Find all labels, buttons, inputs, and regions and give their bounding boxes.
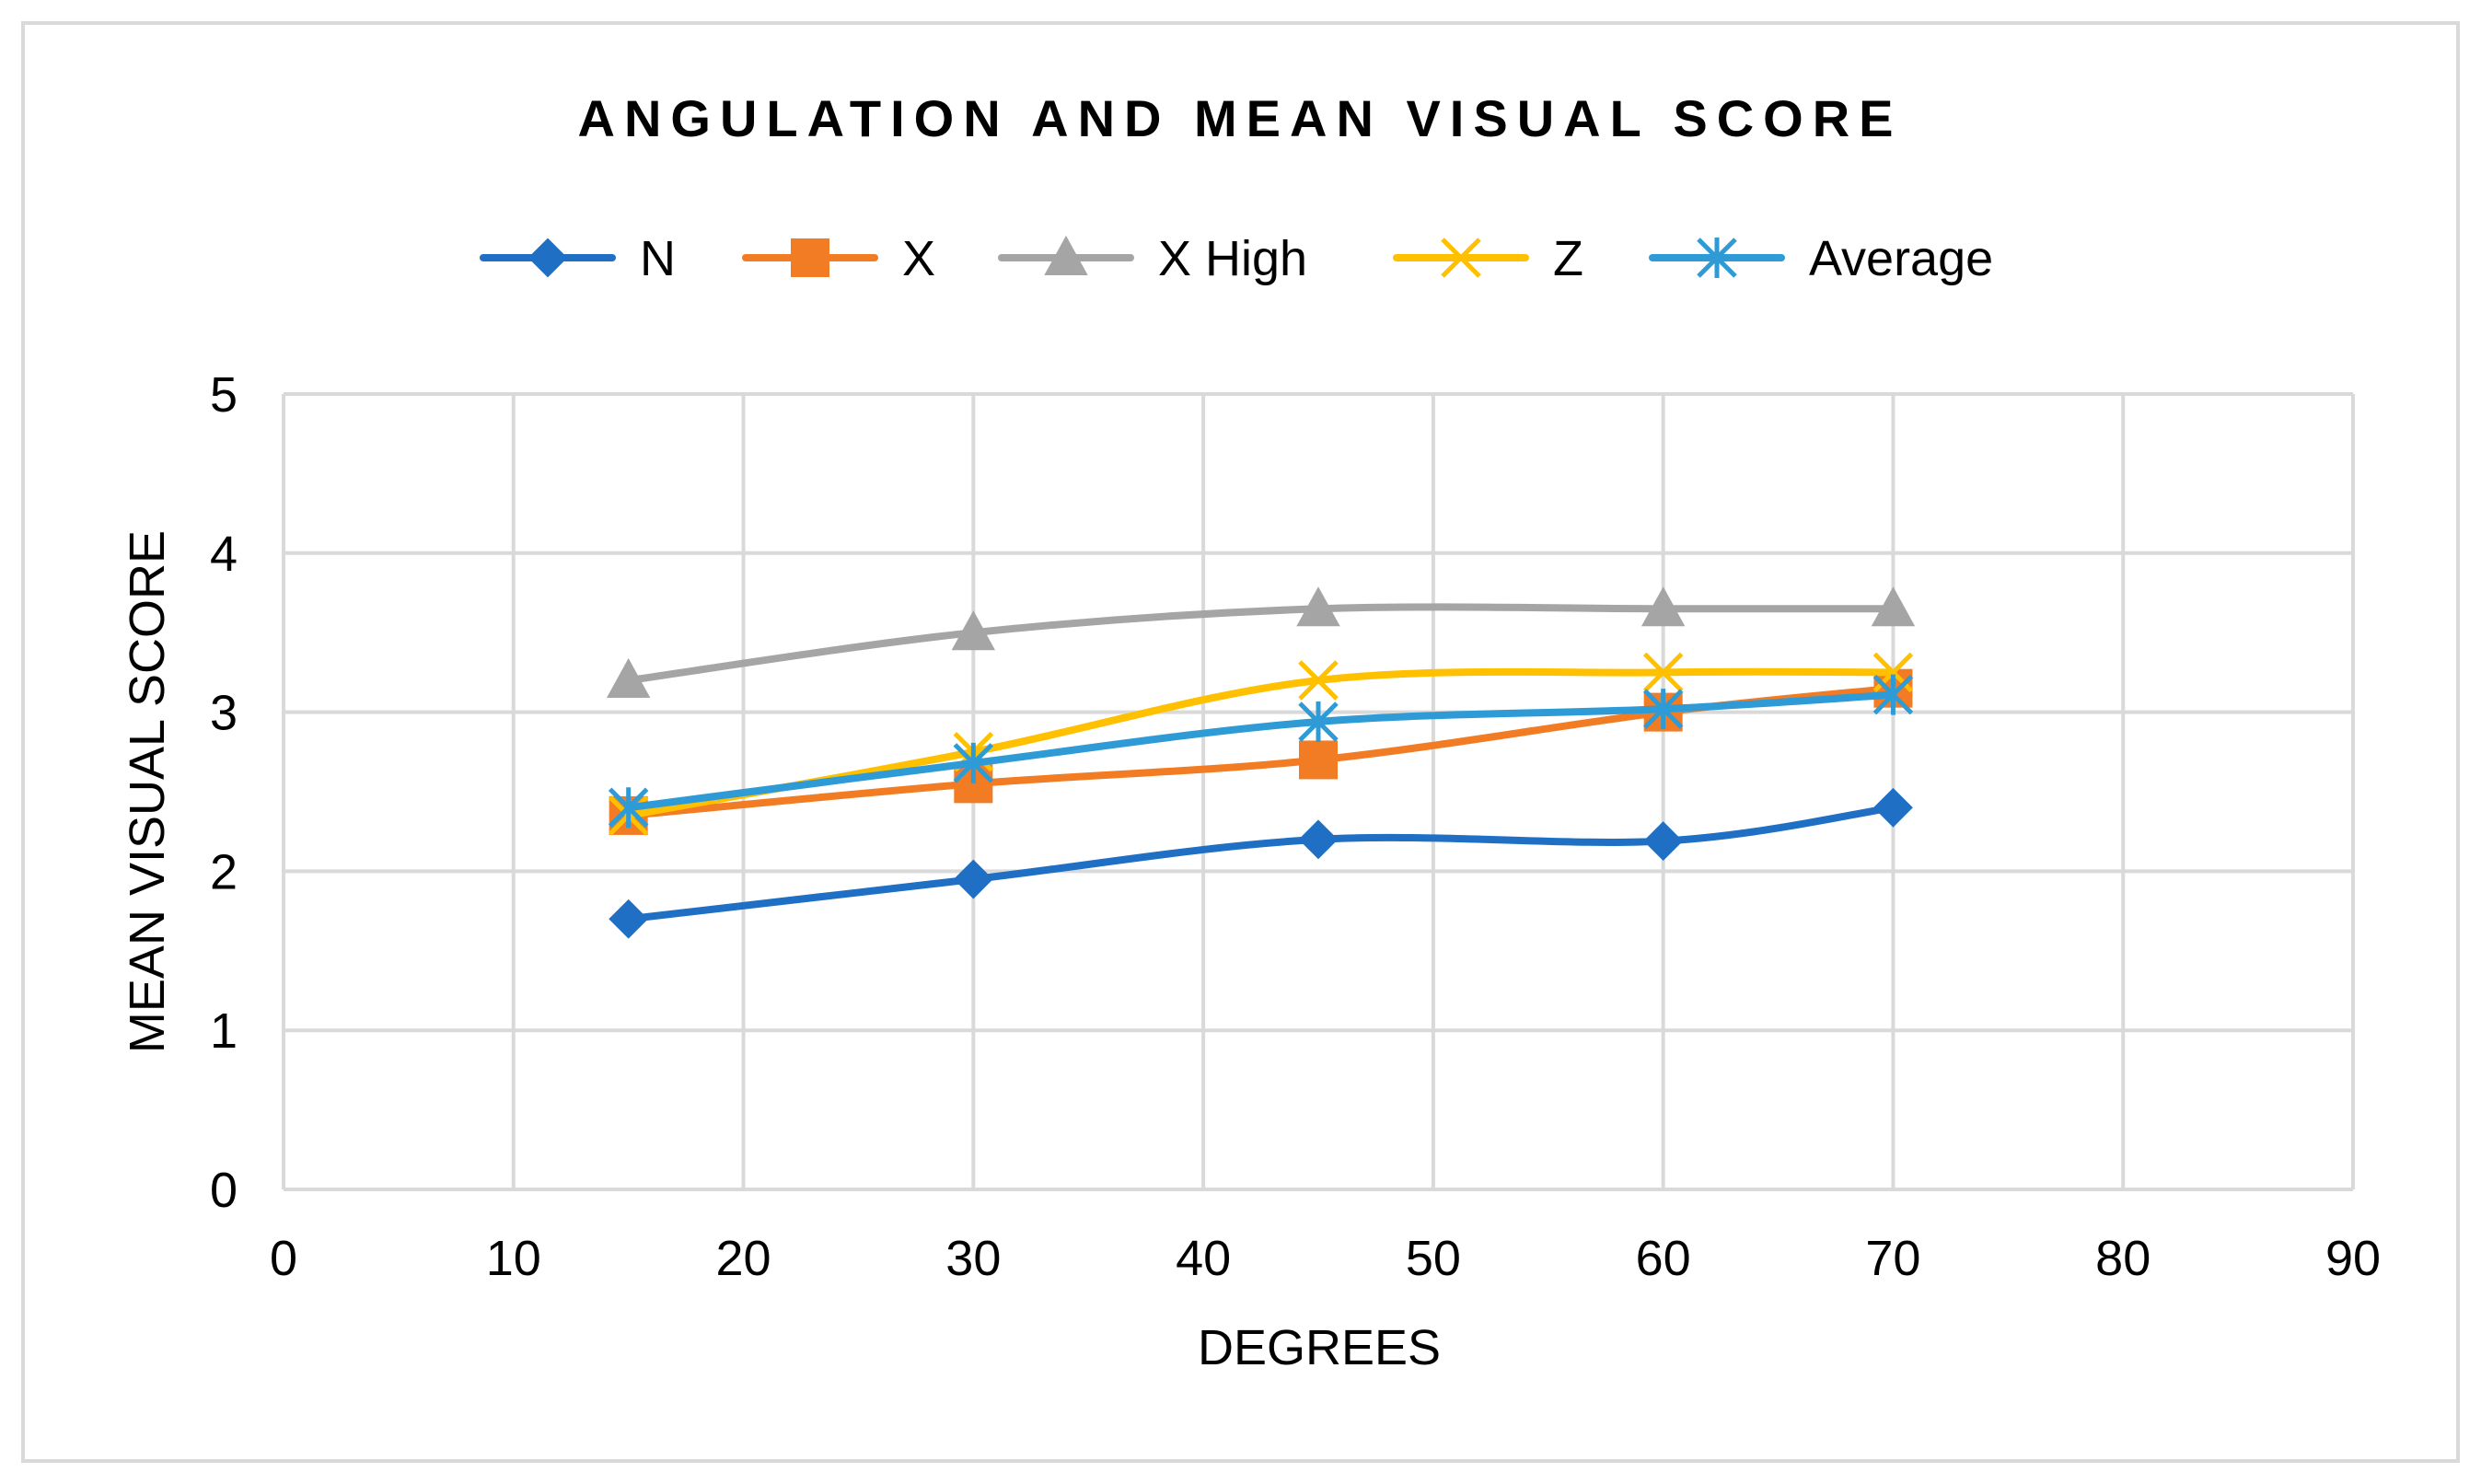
x-tick-label: 50: [1406, 1231, 1461, 1286]
series-n: [609, 787, 1913, 939]
legend-label: X: [902, 231, 935, 286]
legend-item-x: X: [742, 231, 935, 286]
legend-label: X High: [1158, 231, 1307, 286]
x-tick-label: 30: [945, 1231, 1001, 1286]
data-point-z: [1642, 652, 1684, 693]
y-tick-label: 1: [210, 1003, 238, 1059]
series-line-average: [624, 690, 1897, 812]
data-point-z: [1298, 660, 1339, 701]
data-point-average: [608, 787, 649, 829]
legend-item-x-high: X High: [998, 231, 1307, 286]
data-point-average: [953, 742, 994, 783]
x-axis-ticks: 0 10 20 30 40 50 60 70 80 90: [270, 1231, 2381, 1286]
legend-marker-n: [528, 238, 568, 278]
data-point-x-high: [1296, 586, 1340, 627]
data-point-n: [1873, 787, 1913, 828]
chart-title: ANGULATION AND MEAN VISUAL SCORE: [578, 89, 1903, 147]
x-tick-label: 10: [486, 1231, 541, 1286]
data-point-x-high: [1640, 586, 1686, 627]
y-axis-label: MEAN VISUAL SCORE: [120, 530, 175, 1053]
legend-marker-average: [1697, 238, 1737, 278]
data-point-average: [1642, 689, 1684, 730]
data-point-n: [953, 859, 993, 899]
y-tick-label: 2: [210, 844, 238, 899]
data-point-x-high: [951, 610, 996, 651]
legend: N X X High Z Average: [480, 231, 1993, 286]
series-x-high: [606, 586, 1916, 699]
y-tick-label: 3: [210, 686, 238, 741]
legend-item-average: Average: [1649, 231, 1993, 286]
data-point-average: [1872, 674, 1914, 715]
legend-label: Z: [1553, 231, 1583, 286]
x-tick-label: 90: [2325, 1231, 2381, 1286]
x-tick-label: 60: [1636, 1231, 1691, 1286]
legend-label: Average: [1809, 231, 1993, 286]
x-tick-label: 80: [2095, 1231, 2151, 1286]
data-point-x: [1299, 740, 1338, 780]
data-point-n: [1643, 821, 1684, 861]
x-tick-label: 0: [270, 1231, 297, 1286]
x-tick-label: 40: [1176, 1231, 1231, 1286]
legend-item-z: Z: [1393, 231, 1583, 286]
x-tick-label: 70: [1865, 1231, 1920, 1286]
data-point-n: [609, 899, 649, 939]
data-point-n: [1298, 819, 1339, 860]
series-group: [606, 586, 1916, 939]
y-tick-label: 0: [210, 1163, 238, 1218]
chart-border: [21, 21, 2460, 1463]
data-point-x-high: [606, 657, 651, 699]
legend-label: N: [640, 231, 676, 286]
y-tick-label: 4: [210, 527, 238, 582]
legend-marker-x: [791, 238, 829, 277]
data-point-average: [1298, 701, 1339, 742]
y-axis-ticks: 0 1 2 3 4 5: [210, 367, 238, 1218]
data-point-x-high: [1871, 586, 1916, 627]
y-tick-label: 5: [210, 367, 238, 423]
x-axis-label: DEGREES: [1198, 1320, 1441, 1375]
x-tick-label: 20: [716, 1231, 771, 1286]
series-average: [608, 674, 1914, 829]
legend-marker-x-high: [1044, 235, 1088, 275]
legend-item-n: N: [480, 231, 676, 286]
legend-marker-z: [1441, 238, 1481, 278]
series-line-x-high: [624, 603, 1897, 685]
